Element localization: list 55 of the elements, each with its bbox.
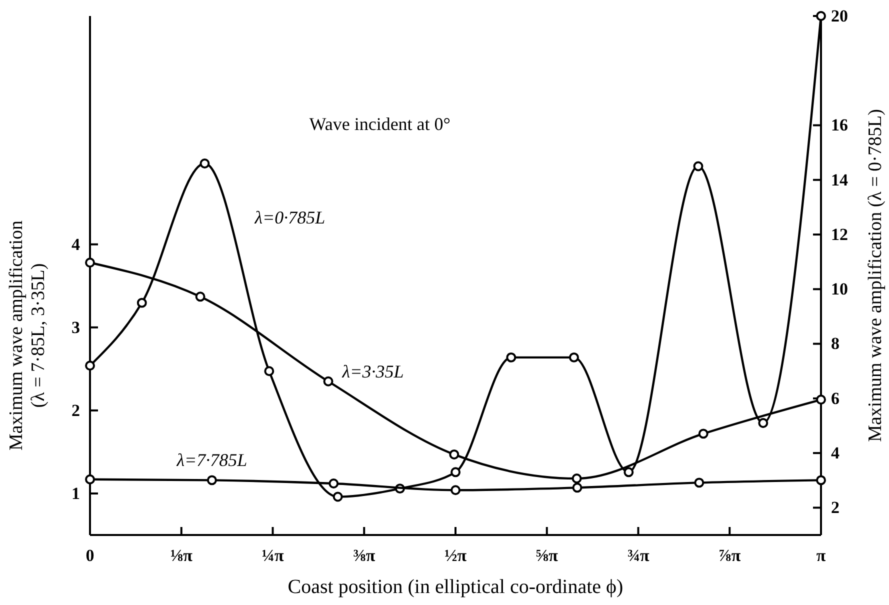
x-tick-label: π — [816, 546, 826, 566]
x-tick-label: ¼π — [262, 546, 284, 566]
point — [206, 475, 217, 486]
y2-tick-label: 12 — [831, 224, 848, 244]
point — [85, 474, 95, 484]
series-label: λ=7·785L — [176, 450, 248, 470]
point — [758, 418, 768, 428]
x-tick-label: ⅝π — [536, 546, 559, 566]
series-label: λ=3·35L — [341, 361, 404, 382]
y2-tick-label: 6 — [831, 388, 840, 408]
point — [506, 352, 516, 362]
point — [693, 161, 704, 172]
point — [323, 376, 334, 386]
y2-tick-label: 4 — [831, 443, 840, 462]
x-tick-label: ⅛π — [170, 546, 194, 566]
point — [572, 474, 582, 484]
y2-axis-title: Maximum wave amplification (λ = 0·785L) — [865, 109, 886, 442]
point — [332, 492, 343, 502]
x-tick-label: ⅞π — [718, 546, 742, 566]
point — [450, 467, 461, 478]
y2-tick-label: 8 — [831, 334, 840, 354]
y-tick-label: 4 — [72, 234, 80, 254]
y2-tick-label: 14 — [831, 170, 848, 190]
point — [136, 298, 147, 308]
point — [450, 485, 461, 496]
y-tick-label: 1 — [72, 484, 80, 503]
point — [568, 352, 579, 362]
point — [195, 292, 206, 302]
x-tick-label: ⅜π — [353, 546, 376, 566]
x-tick-label: 0 — [86, 546, 94, 566]
y2-tick-label: 10 — [831, 280, 848, 299]
point — [264, 366, 274, 376]
point — [85, 258, 95, 268]
point — [85, 360, 95, 371]
y-tick-label: 2 — [72, 400, 80, 420]
y-axis-title: Maximum wave amplification (λ = 7·85L, 3·35L) — [6, 220, 49, 451]
point — [816, 394, 826, 405]
point — [624, 467, 634, 478]
x-tick-label: ¾π — [627, 546, 650, 566]
y2-tick-label: 16 — [831, 116, 848, 135]
point — [816, 475, 826, 486]
point — [572, 482, 582, 493]
point — [200, 158, 210, 168]
x-axis-title: Coast position (in elliptical co-ordinate ϕ) — [288, 576, 624, 598]
y2-tick-label: 20 — [831, 6, 848, 26]
point — [698, 428, 708, 439]
series-label: λ=0·785L — [254, 208, 326, 228]
point — [694, 478, 704, 488]
point — [816, 11, 826, 21]
point — [449, 449, 460, 460]
point — [328, 478, 339, 488]
y2-tick-label: 2 — [831, 498, 840, 518]
annotation: Wave incident at 0° — [309, 114, 451, 134]
y-tick-label: 3 — [72, 318, 80, 337]
x-tick-label: ½π — [444, 546, 468, 566]
